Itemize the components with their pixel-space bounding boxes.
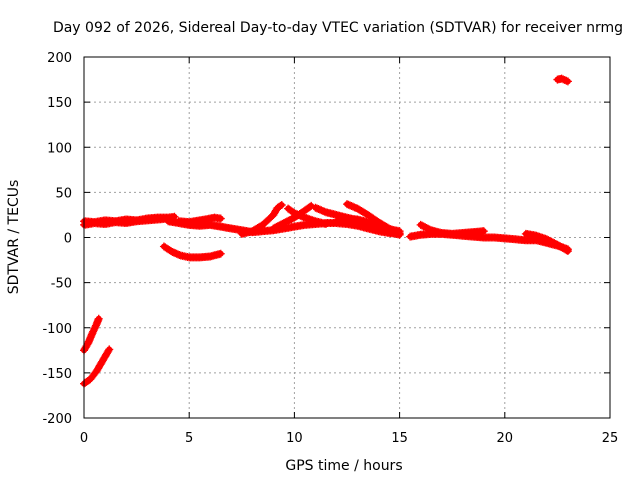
series-track-14	[159, 242, 225, 262]
x-tick-label: 25	[602, 431, 619, 446]
data-point	[395, 227, 404, 236]
data-point	[276, 201, 285, 210]
series-track-13	[521, 229, 572, 256]
y-tick-label: -50	[51, 277, 72, 292]
data-point	[216, 249, 225, 258]
y-tick-label: 0	[64, 232, 72, 247]
x-axis-label: GPS time / hours	[285, 458, 402, 474]
data-point	[94, 314, 103, 323]
data-point	[563, 247, 572, 256]
data-point	[479, 227, 488, 236]
series-track-7	[284, 204, 330, 228]
data-point	[321, 219, 330, 228]
series-track-10	[332, 214, 404, 236]
y-axis-label: SDTVAR / TECUs	[6, 180, 22, 295]
y-tick-label: -200	[42, 412, 72, 427]
y-tick-label: 200	[47, 51, 72, 66]
series-track-4	[174, 213, 225, 227]
data-point	[277, 201, 286, 210]
x-tick-label: 0	[80, 431, 88, 446]
y-tick-label: 50	[55, 186, 72, 201]
y-tick-label: -100	[42, 322, 72, 337]
data-point	[563, 77, 572, 86]
data-point	[216, 214, 225, 223]
chart-title: Day 092 of 2026, Sidereal Day-to-day VTE…	[53, 20, 623, 36]
series-track-5	[237, 201, 286, 238]
data-point	[104, 346, 113, 355]
y-tick-label: -150	[42, 367, 72, 382]
x-tick-label: 10	[286, 431, 303, 446]
data-points	[80, 74, 572, 388]
series-track-16	[80, 345, 114, 388]
y-tick-label: 150	[47, 96, 72, 111]
x-tick-label: 5	[185, 431, 193, 446]
data-point	[562, 76, 571, 85]
series-track-12	[416, 220, 488, 238]
data-point	[105, 345, 114, 354]
x-tick-label: 20	[497, 431, 514, 446]
data-point	[562, 246, 571, 255]
y-axis-ticks: -200 -150 -100 -50 0 50 100 150 200	[42, 51, 610, 427]
series-track-15	[80, 314, 103, 355]
series-track-17	[553, 74, 572, 86]
x-axis-ticks: 0 5 10 15 20 25	[80, 57, 618, 446]
x-tick-label: 15	[391, 431, 408, 446]
y-tick-label: 100	[47, 141, 72, 156]
